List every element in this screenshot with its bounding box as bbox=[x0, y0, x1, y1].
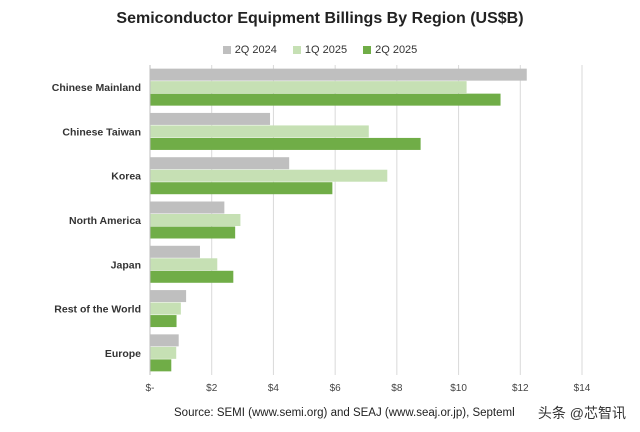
category-label: Rest of the World bbox=[54, 304, 141, 316]
category-label: Korea bbox=[111, 171, 141, 183]
legend-label-2q2025: 2Q 2025 bbox=[375, 44, 418, 56]
legend-item-2q2025: 2Q 2025 bbox=[363, 44, 417, 56]
bar bbox=[150, 290, 187, 303]
bar bbox=[150, 245, 200, 258]
chart-title: Semiconductor Equipment Billings By Regi… bbox=[116, 10, 524, 27]
bar bbox=[150, 258, 218, 271]
legend-item-2q2024: 2Q 2024 bbox=[222, 44, 277, 56]
bar bbox=[150, 334, 179, 347]
legend: 2Q 2024 1Q 2025 2Q 2025 bbox=[0, 44, 640, 56]
bar bbox=[150, 93, 501, 106]
bar bbox=[150, 346, 177, 359]
x-tick-label: $8 bbox=[391, 383, 403, 394]
legend-swatch-2q2025 bbox=[363, 46, 372, 54]
category-label: Chinese Taiwan bbox=[62, 126, 141, 138]
legend-swatch-2q2024 bbox=[222, 46, 231, 54]
legend-label-2q2024: 2Q 2024 bbox=[234, 44, 277, 56]
bar bbox=[150, 81, 467, 94]
bar bbox=[150, 270, 234, 283]
watermark: 头条 @芯智讯 bbox=[537, 405, 626, 421]
bar bbox=[150, 125, 369, 138]
bar bbox=[150, 302, 181, 315]
bar bbox=[150, 157, 290, 170]
x-tick-label: $- bbox=[146, 383, 155, 394]
legend-swatch-1q2025 bbox=[292, 46, 301, 54]
category-label: Europe bbox=[105, 348, 141, 360]
bar bbox=[150, 201, 225, 214]
bar bbox=[150, 68, 527, 81]
bar bbox=[150, 112, 271, 125]
bar bbox=[150, 214, 241, 226]
bar bbox=[150, 315, 177, 328]
x-tick-label: $4 bbox=[268, 383, 280, 394]
x-tick-label: $10 bbox=[450, 383, 467, 394]
x-tick-label: $14 bbox=[574, 383, 591, 394]
x-tick-label: $12 bbox=[512, 383, 529, 394]
x-tick-label: $2 bbox=[206, 383, 218, 394]
bar bbox=[150, 226, 236, 239]
legend-item-1q2025: 1Q 2025 bbox=[292, 44, 348, 56]
bar bbox=[150, 137, 421, 150]
category-label: North America bbox=[69, 215, 141, 227]
source-note: Source: SEMI (www.semi.org) and SEAJ (ww… bbox=[174, 407, 514, 419]
bar bbox=[150, 169, 388, 182]
x-tick-label: $6 bbox=[330, 383, 342, 394]
category-label: Japan bbox=[111, 259, 141, 271]
bar bbox=[150, 182, 333, 195]
legend-label-1q2025: 1Q 2025 bbox=[304, 44, 348, 56]
category-label: Chinese Mainland bbox=[52, 82, 141, 94]
bar bbox=[150, 359, 172, 372]
